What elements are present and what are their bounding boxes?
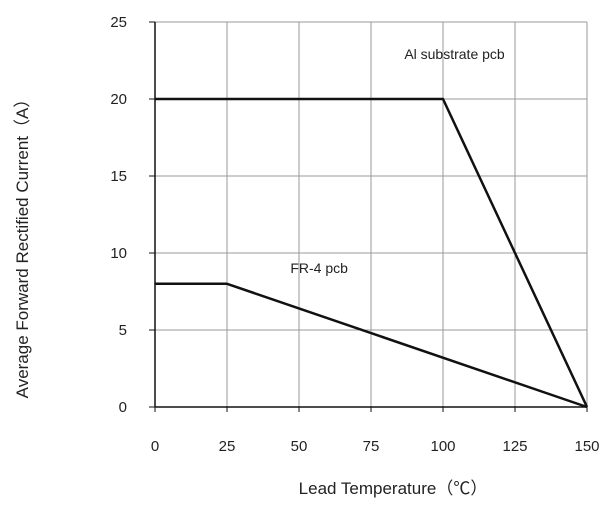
y-tick-label: 5 <box>119 322 127 339</box>
x-tick-label: 75 <box>363 438 380 455</box>
y-tick-label: 25 <box>110 14 127 31</box>
x-axis-title: Lead Temperature（℃） <box>299 479 488 498</box>
y-tick-label: 20 <box>110 91 127 108</box>
series-line-2 <box>155 282 588 409</box>
tick-labels: 0 5 10 15 20 25 0 25 50 75 100 125 150 <box>110 14 599 455</box>
grid <box>155 21 588 407</box>
annotation-label: FR-4 pcb <box>290 260 348 276</box>
y-tick-label: 0 <box>119 399 127 416</box>
x-tick-label: 50 <box>291 438 308 455</box>
x-tick-label: 25 <box>219 438 236 455</box>
x-tick-label: 0 <box>151 438 159 455</box>
series-line-1 <box>155 97 589 408</box>
x-tick-label: 150 <box>574 438 599 455</box>
axes <box>149 21 588 412</box>
x-tick-label: 125 <box>502 438 527 455</box>
y-axis-title: Average Forward Rectified Current（A） <box>13 91 32 399</box>
y-tick-label: 10 <box>110 245 127 262</box>
x-tick-label: 100 <box>430 438 455 455</box>
annotation-label: Al substrate pcb <box>404 46 505 62</box>
y-tick-label: 15 <box>110 168 127 185</box>
annotations: Al substrate pcb FR-4 pcb <box>290 46 505 276</box>
series-lines <box>155 97 589 409</box>
